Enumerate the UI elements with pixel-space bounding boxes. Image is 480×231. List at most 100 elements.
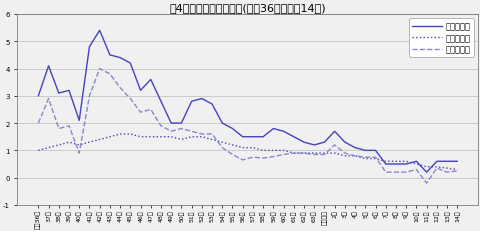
社会増加率 [117, 87, 123, 90]
自然増加率 [351, 155, 357, 158]
自然増加率 [341, 155, 347, 158]
人口増加率 [372, 149, 378, 152]
自然増加率 [219, 141, 225, 144]
自然増加率 [423, 166, 429, 168]
自然増加率 [382, 160, 388, 163]
自然増加率 [321, 152, 327, 155]
社会増加率 [36, 122, 41, 125]
社会増加率 [260, 157, 265, 160]
自然増加率 [250, 147, 255, 149]
人口増加率 [382, 163, 388, 166]
自然増加率 [199, 136, 204, 139]
社会増加率 [341, 152, 347, 155]
自然増加率 [443, 167, 449, 170]
社会増加率 [188, 130, 194, 133]
自然増加率 [454, 168, 459, 171]
自然増加率 [229, 144, 235, 147]
自然増加率 [56, 144, 61, 147]
人口増加率 [270, 128, 276, 130]
自然増加率 [46, 147, 51, 149]
自然増加率 [117, 133, 123, 136]
社会増加率 [362, 156, 368, 159]
自然増加率 [270, 149, 276, 152]
社会増加率 [158, 125, 164, 128]
人口増加率 [76, 119, 82, 122]
自然増加率 [158, 136, 164, 139]
社会増加率 [321, 153, 327, 156]
社会増加率 [107, 73, 112, 76]
社会増加率 [56, 128, 61, 130]
人口増加率 [351, 147, 357, 149]
社会増加率 [413, 168, 419, 171]
人口増加率 [392, 163, 398, 166]
人口増加率 [300, 141, 306, 144]
人口増加率 [56, 92, 61, 95]
人口増加率 [96, 30, 102, 33]
人口増加率 [137, 90, 143, 92]
人口増加率 [158, 100, 164, 103]
自然増加率 [402, 160, 408, 163]
自然増加率 [137, 136, 143, 139]
人口増加率 [127, 62, 133, 65]
自然増加率 [127, 133, 133, 136]
社会増加率 [443, 171, 449, 174]
社会増加率 [46, 98, 51, 100]
自然増加率 [209, 138, 215, 141]
社会増加率 [250, 156, 255, 159]
社会増加率 [66, 125, 72, 128]
自然増加率 [188, 136, 194, 139]
自然増加率 [392, 160, 398, 163]
社会増加率 [331, 144, 337, 147]
自然増加率 [86, 141, 92, 144]
社会増加率 [300, 152, 306, 155]
Line: 人口増加率: 人口増加率 [38, 31, 456, 173]
社会増加率 [351, 155, 357, 158]
人口増加率 [66, 90, 72, 92]
社会増加率 [270, 155, 276, 158]
Line: 自然増加率: 自然増加率 [38, 134, 456, 170]
自然増加率 [372, 158, 378, 160]
人口増加率 [341, 141, 347, 144]
社会増加率 [127, 98, 133, 100]
自然増加率 [290, 152, 296, 155]
人口増加率 [168, 122, 174, 125]
社会増加率 [178, 128, 184, 130]
自然増加率 [413, 163, 419, 166]
社会増加率 [372, 156, 378, 159]
社会増加率 [423, 182, 429, 185]
社会増加率 [209, 133, 215, 136]
社会増加率 [168, 130, 174, 133]
人口増加率 [321, 141, 327, 144]
人口増加率 [260, 136, 265, 139]
社会増加率 [433, 167, 439, 170]
自然増加率 [331, 152, 337, 155]
Legend: 人口増加率, 自然増加率, 社会増加率: 人口増加率, 自然増加率, 社会増加率 [408, 19, 473, 58]
人口増加率 [250, 136, 255, 139]
人口増加率 [290, 136, 296, 139]
人口増加率 [178, 122, 184, 125]
人口増加率 [454, 160, 459, 163]
自然増加率 [36, 149, 41, 152]
自然増加率 [280, 149, 286, 152]
人口増加率 [229, 128, 235, 130]
社会増加率 [402, 171, 408, 174]
自然増加率 [66, 141, 72, 144]
人口増加率 [147, 79, 153, 82]
自然増加率 [240, 147, 245, 149]
自然増加率 [107, 136, 112, 139]
Title: 围4　人口増加率の推移(昭和36年～平成14年): 围4 人口増加率の推移(昭和36年～平成14年) [169, 3, 325, 13]
人口増加率 [117, 57, 123, 60]
社会増加率 [147, 109, 153, 111]
自然増加率 [311, 152, 316, 155]
人口増加率 [443, 160, 449, 163]
社会増加率 [454, 170, 459, 173]
自然増加率 [168, 136, 174, 139]
社会増加率 [311, 153, 316, 156]
人口増加率 [199, 98, 204, 100]
社会増加率 [137, 111, 143, 114]
社会増加率 [86, 95, 92, 98]
人口増加率 [107, 54, 112, 57]
人口増加率 [331, 130, 337, 133]
人口増加率 [86, 46, 92, 49]
自然増加率 [96, 138, 102, 141]
